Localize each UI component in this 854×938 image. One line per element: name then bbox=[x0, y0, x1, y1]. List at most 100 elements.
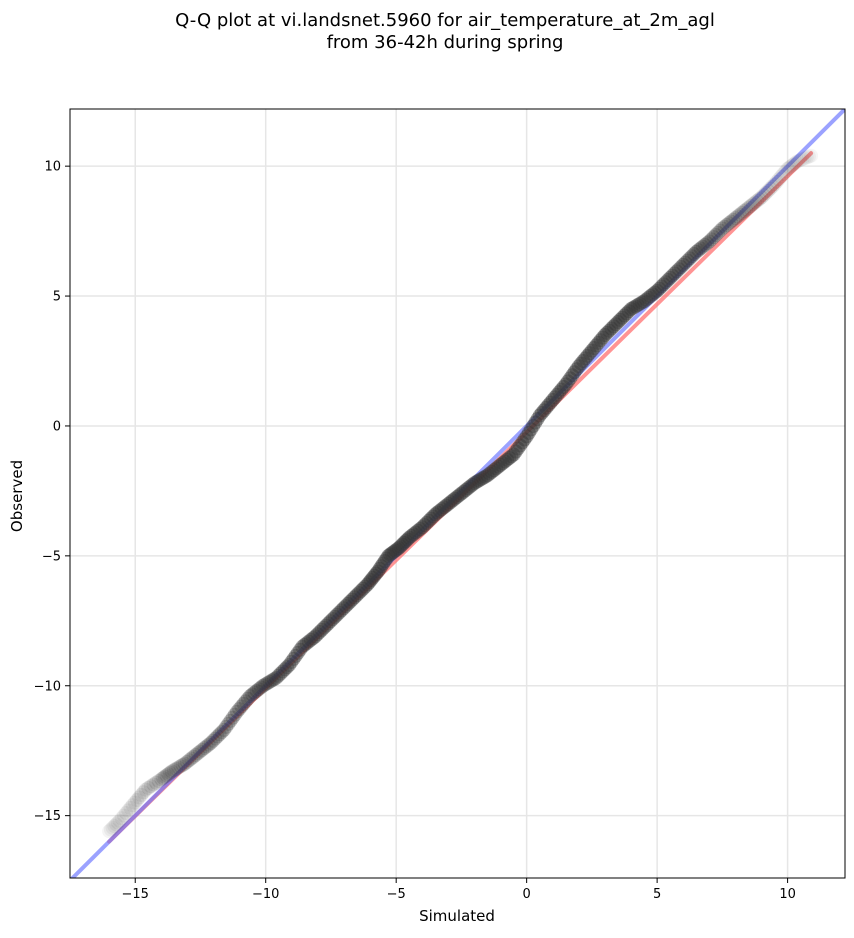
qq-point bbox=[249, 683, 264, 698]
qq-point bbox=[556, 379, 571, 394]
qq-point bbox=[310, 627, 325, 642]
qq-point bbox=[149, 775, 164, 790]
qq-point bbox=[630, 298, 645, 313]
qq-point bbox=[495, 456, 510, 471]
qq-point bbox=[295, 639, 310, 654]
qq-point bbox=[240, 691, 255, 706]
qq-point bbox=[785, 157, 800, 172]
qq-point bbox=[780, 161, 795, 176]
grid-lines bbox=[70, 109, 845, 878]
qq-point bbox=[582, 346, 597, 361]
qq-point bbox=[526, 418, 541, 433]
qq-point bbox=[782, 160, 797, 175]
qq-point bbox=[795, 152, 810, 167]
qq-point bbox=[415, 520, 430, 535]
qq-point bbox=[136, 785, 151, 800]
x-tick-label: −5 bbox=[387, 887, 406, 902]
qq-point bbox=[141, 780, 156, 795]
qq-point bbox=[367, 568, 382, 583]
qq-point bbox=[711, 225, 726, 240]
qq-point bbox=[463, 479, 478, 494]
qq-point bbox=[356, 581, 371, 596]
qq-point bbox=[508, 444, 523, 459]
qq-point bbox=[574, 356, 589, 371]
qq-point bbox=[465, 477, 480, 492]
qq-point bbox=[164, 764, 179, 779]
y-tick-label: 5 bbox=[53, 290, 61, 305]
qq-point bbox=[221, 716, 236, 731]
qq-point bbox=[383, 547, 398, 562]
qq-point bbox=[134, 787, 149, 802]
qq-point bbox=[589, 338, 604, 353]
qq-point bbox=[109, 817, 124, 832]
qq-point bbox=[203, 735, 218, 750]
qq-point bbox=[102, 824, 117, 839]
qq-point bbox=[504, 449, 519, 464]
qq-point bbox=[732, 207, 747, 222]
qq-point bbox=[450, 489, 465, 504]
chart-title-line-2: from 36-42h during spring bbox=[327, 32, 564, 53]
qq-point bbox=[797, 151, 812, 166]
y-axis-label: Observed bbox=[8, 460, 26, 532]
qq-point bbox=[340, 596, 355, 611]
x-tick-label: 10 bbox=[779, 887, 796, 902]
qq-point bbox=[543, 395, 558, 410]
qq-point bbox=[484, 464, 499, 479]
qq-point bbox=[804, 148, 819, 163]
qq-point bbox=[547, 390, 562, 405]
x-tick-label: −10 bbox=[252, 887, 279, 902]
qq-point bbox=[286, 651, 301, 666]
qq-point bbox=[363, 573, 378, 588]
qq-point bbox=[210, 729, 225, 744]
qq-point bbox=[706, 230, 721, 245]
qq-point bbox=[186, 749, 201, 764]
qq-point bbox=[338, 599, 353, 614]
qq-point bbox=[634, 295, 649, 310]
qq-point bbox=[312, 625, 327, 640]
qq-point bbox=[624, 302, 639, 317]
qq-point bbox=[565, 368, 580, 383]
qq-point bbox=[682, 251, 697, 266]
qq-point bbox=[671, 262, 686, 277]
qq-point bbox=[347, 590, 362, 605]
qq-point bbox=[789, 155, 804, 170]
qq-point bbox=[660, 273, 675, 288]
x-tick-label: −15 bbox=[122, 887, 149, 902]
qq-point bbox=[545, 392, 560, 407]
qq-point bbox=[230, 704, 245, 719]
qq-point bbox=[388, 543, 403, 558]
qq-point bbox=[325, 612, 340, 627]
qq-point bbox=[398, 534, 413, 549]
qq-point bbox=[413, 522, 428, 537]
qq-point bbox=[756, 188, 771, 203]
qq-point bbox=[469, 474, 484, 489]
qq-point bbox=[280, 660, 295, 675]
qq-point bbox=[121, 803, 136, 818]
y-tick-label: 0 bbox=[53, 419, 61, 434]
qq-point bbox=[393, 539, 408, 554]
qq-point bbox=[700, 236, 715, 251]
qq-point bbox=[593, 333, 608, 348]
qq-point bbox=[637, 294, 652, 309]
qq-point bbox=[182, 753, 197, 768]
identity-line bbox=[70, 109, 845, 878]
qq-point bbox=[754, 190, 769, 205]
qq-point bbox=[188, 748, 203, 763]
qq-point bbox=[234, 699, 249, 714]
qq-point bbox=[684, 249, 699, 264]
qq-point bbox=[658, 275, 673, 290]
qq-point bbox=[626, 300, 641, 315]
qq-point bbox=[517, 432, 532, 447]
qq-point bbox=[487, 463, 502, 478]
qq-point bbox=[123, 800, 138, 815]
qq-point bbox=[258, 677, 273, 692]
qq-point bbox=[163, 765, 178, 780]
qq-point bbox=[619, 306, 634, 321]
qq-point bbox=[689, 244, 704, 259]
qq-point bbox=[769, 174, 784, 189]
qq-point bbox=[497, 454, 512, 469]
qq-point bbox=[674, 260, 689, 275]
qq-point bbox=[408, 525, 423, 540]
qq-point bbox=[600, 325, 615, 340]
qq-point bbox=[349, 588, 364, 603]
